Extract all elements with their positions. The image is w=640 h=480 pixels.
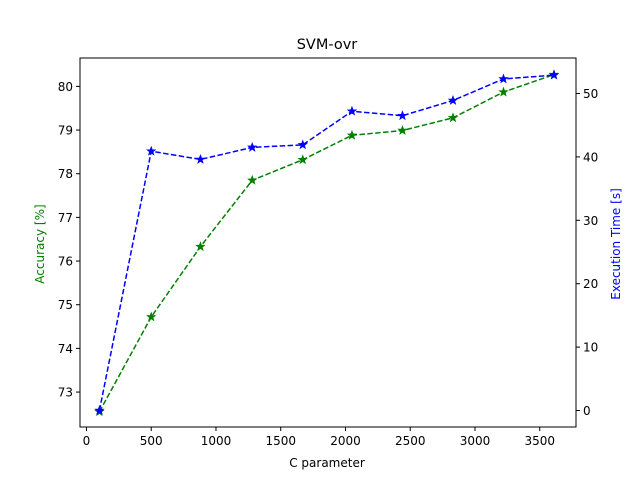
axes-layer: 0 500 1000 1500 2000 2500 3000 3500737475767778… [58,57,598,448]
series-2-point-8 [447,95,459,105]
left-y-tick-label-73: 73 [58,386,73,400]
series-2-point-9 [498,73,509,84]
series-2-point-1 [94,405,105,415]
x-tick-label-2500: 2500 [395,434,426,448]
series-1-point-4 [247,174,258,185]
left-y-tick-label-77: 77 [58,211,73,225]
series-1-point-8 [447,112,459,123]
series-2-point-7 [397,110,408,121]
left-y-tick-label-78: 78 [58,167,73,181]
x-tick-label-0: 0 [83,434,91,448]
series-2-point-6 [346,105,358,116]
left-y-tick-label-79: 79 [58,124,73,138]
x-tick-label-1000: 1000 [201,434,232,448]
series-2-point-10 [548,69,560,80]
left-y-tick-label-80: 80 [58,80,73,94]
left-y-tick-label-75: 75 [58,298,73,312]
series-1-point-9 [498,86,509,97]
right-y-tick-label-50: 50 [583,87,598,101]
series-1-point-6 [346,129,358,140]
series-2-point-4 [247,141,258,152]
series-2-point-2 [146,145,157,156]
series-1-point-7 [397,125,408,135]
right-y-tick-label-0: 0 [583,404,591,418]
left-y-tick-label-76: 76 [58,255,73,269]
series-2-line [98,74,555,411]
x-tick-label-2000: 2000 [330,434,361,448]
x-axis-label: C parameter [289,456,365,470]
chart-title: SVM-ovr [297,37,358,53]
series-2-point-5 [297,139,308,150]
series-layer [94,69,560,417]
left-y-tick-label-74: 74 [58,342,73,356]
x-tick-label-1500: 1500 [265,434,296,448]
x-tick-label-3000: 3000 [460,434,491,448]
left-y-axis-label: Accuracy [%] [33,204,47,283]
right-y-axis-label: Execution Time [s] [609,188,623,300]
x-tick-label-3500: 3500 [524,434,555,448]
right-y-tick-label-40: 40 [583,150,598,164]
right-y-tick-label-20: 20 [583,277,598,291]
x-tick-label-500: 500 [140,434,163,448]
series-1-point-3 [195,241,206,252]
right-y-tick-label-30: 30 [583,214,598,228]
right-y-tick-label-10: 10 [583,341,598,355]
series-1-point-2 [146,311,157,322]
series-2-point-3 [195,153,206,164]
series-1-line [98,73,555,413]
series-1-point-5 [297,154,308,165]
plot-frame [79,57,577,428]
